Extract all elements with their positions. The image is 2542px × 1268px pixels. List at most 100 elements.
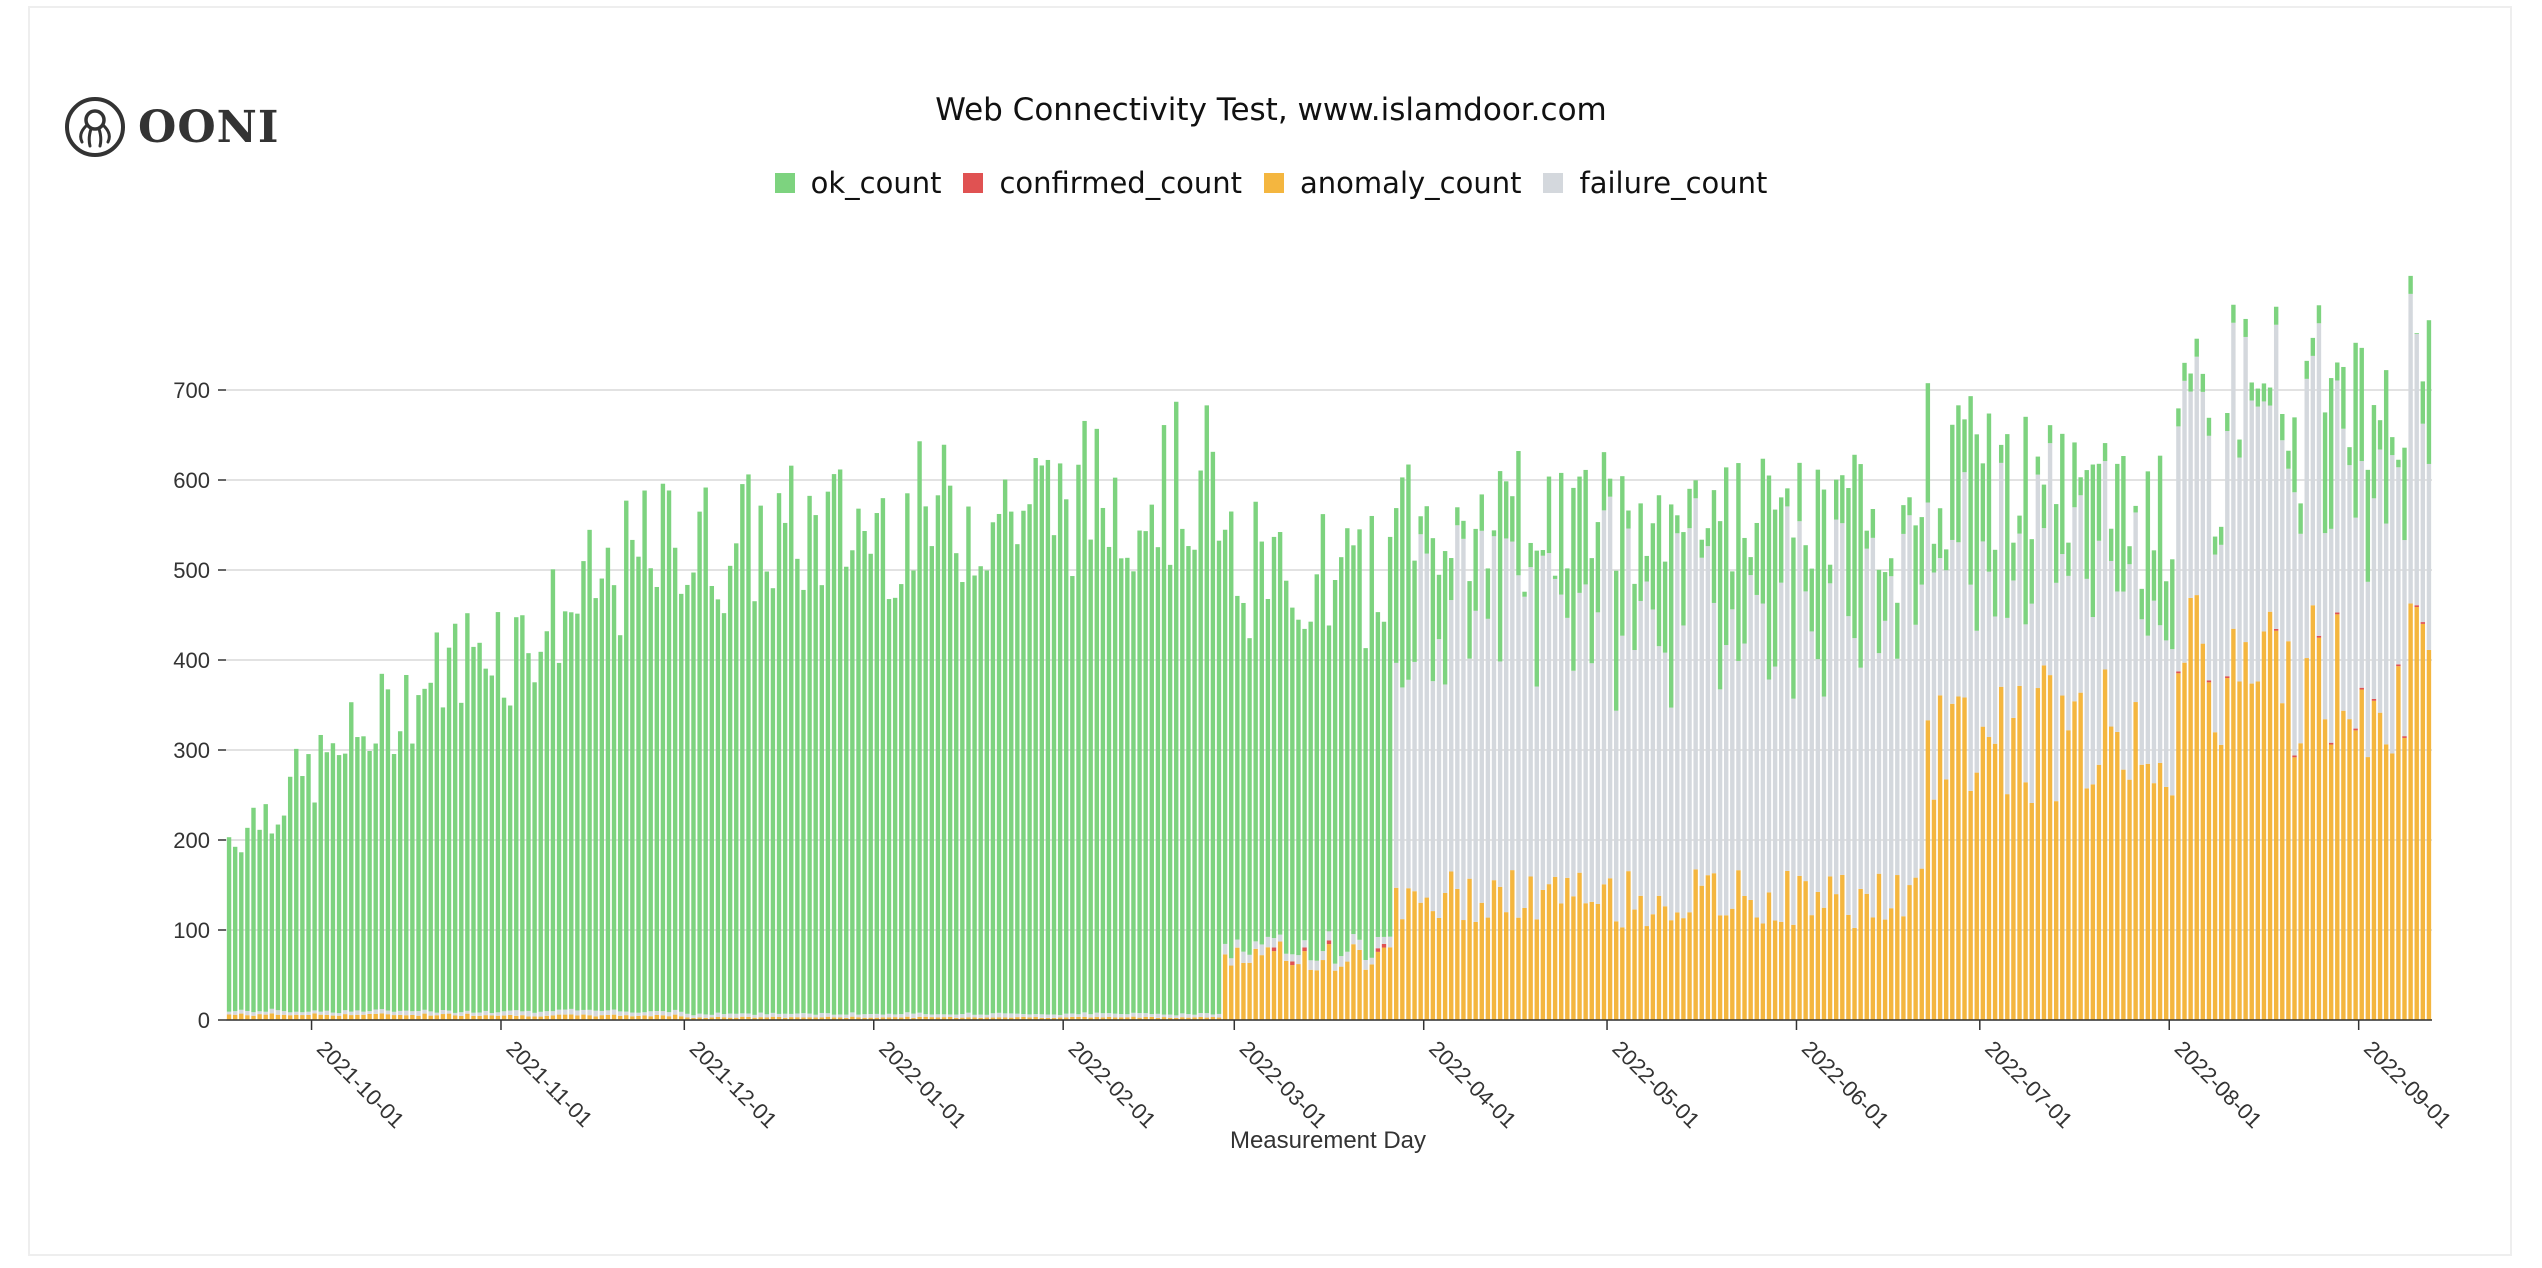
bar-segment-failure[interactable] bbox=[1455, 525, 1460, 889]
bar-segment-anomaly[interactable] bbox=[1907, 885, 1912, 1020]
bar-segment-failure[interactable] bbox=[1785, 506, 1790, 871]
bar-segment-confirmed[interactable] bbox=[2402, 736, 2407, 738]
bar-segment-failure[interactable] bbox=[1510, 541, 1515, 871]
bar-segment-failure[interactable] bbox=[2396, 467, 2401, 665]
bar-segment-failure[interactable] bbox=[1669, 707, 1674, 921]
bar-segment-ok[interactable] bbox=[2426, 320, 2432, 464]
bar-segment-ok[interactable] bbox=[1559, 472, 1564, 595]
bar-segment-anomaly[interactable] bbox=[538, 1016, 543, 1020]
bar-segment-failure[interactable] bbox=[1913, 624, 1918, 878]
bar-segment-anomaly[interactable] bbox=[1082, 1016, 1087, 1020]
bar-segment-confirmed[interactable] bbox=[2225, 676, 2230, 679]
bar-segment-anomaly[interactable] bbox=[2322, 719, 2328, 1020]
bar-segment-anomaly[interactable] bbox=[581, 1014, 586, 1020]
bar-segment-failure[interactable] bbox=[2078, 495, 2083, 693]
bar-segment-anomaly[interactable] bbox=[740, 1016, 745, 1020]
bar-segment-anomaly[interactable] bbox=[1149, 1016, 1154, 1020]
bar-segment-failure[interactable] bbox=[1626, 528, 1631, 872]
bar-segment-anomaly[interactable] bbox=[1552, 876, 1558, 1020]
bar-segment-failure[interactable] bbox=[1497, 661, 1503, 887]
bar-segment-anomaly[interactable] bbox=[1632, 909, 1637, 1020]
bar-segment-anomaly[interactable] bbox=[2231, 628, 2236, 1020]
bar-segment-failure[interactable] bbox=[1766, 679, 1772, 893]
bar-segment-anomaly[interactable] bbox=[825, 1016, 831, 1020]
bar-segment-ok[interactable] bbox=[1149, 504, 1154, 1015]
bar-segment-ok[interactable] bbox=[1491, 530, 1497, 537]
bar-segment-anomaly[interactable] bbox=[1742, 895, 1747, 1020]
bar-segment-failure[interactable] bbox=[917, 1012, 922, 1017]
bar-segment-anomaly[interactable] bbox=[1302, 951, 1307, 1020]
bar-segment-anomaly[interactable] bbox=[349, 1015, 354, 1020]
bar-segment-ok[interactable] bbox=[1418, 516, 1423, 535]
bar-segment-anomaly[interactable] bbox=[1455, 888, 1460, 1020]
bar-segment-ok[interactable] bbox=[1968, 396, 1973, 585]
bar-segment-ok[interactable] bbox=[2322, 412, 2328, 534]
bar-segment-ok[interactable] bbox=[1119, 558, 1124, 1015]
bar-segment-ok[interactable] bbox=[868, 553, 873, 1014]
bar-segment-anomaly[interactable] bbox=[281, 1014, 287, 1020]
bar-segment-failure[interactable] bbox=[1247, 954, 1252, 963]
bar-segment-anomaly[interactable] bbox=[1809, 915, 1814, 1020]
bar-segment-ok[interactable] bbox=[251, 807, 256, 1013]
bar-segment-failure[interactable] bbox=[599, 1010, 605, 1016]
bar-segment-ok[interactable] bbox=[587, 529, 592, 1010]
bar-segment-ok[interactable] bbox=[300, 776, 305, 1013]
bar-segment-failure[interactable] bbox=[1461, 538, 1466, 921]
bar-segment-failure[interactable] bbox=[2225, 431, 2230, 677]
bar-segment-failure[interactable] bbox=[1870, 537, 1876, 918]
bar-segment-ok[interactable] bbox=[1131, 571, 1136, 1013]
bar-segment-failure[interactable] bbox=[1803, 591, 1808, 882]
bar-segment-anomaly[interactable] bbox=[905, 1016, 910, 1020]
bar-segment-ok[interactable] bbox=[1803, 545, 1808, 592]
bar-segment-failure[interactable] bbox=[404, 1010, 409, 1016]
bar-segment-failure[interactable] bbox=[1986, 571, 1992, 738]
bar-segment-failure[interactable] bbox=[2383, 523, 2389, 745]
bar-segment-failure[interactable] bbox=[373, 1009, 378, 1014]
bar-segment-failure[interactable] bbox=[874, 1013, 879, 1018]
bar-segment-failure[interactable] bbox=[269, 1008, 275, 1014]
bar-segment-anomaly[interactable] bbox=[355, 1014, 360, 1020]
bar-segment-anomaly[interactable] bbox=[2200, 643, 2206, 1020]
bar-segment-failure[interactable] bbox=[636, 1012, 641, 1016]
bar-segment-failure[interactable] bbox=[892, 1014, 898, 1018]
bar-segment-ok[interactable] bbox=[801, 589, 806, 1014]
bar-segment-failure[interactable] bbox=[2243, 336, 2248, 643]
bar-segment-ok[interactable] bbox=[617, 635, 623, 1012]
bar-segment-ok[interactable] bbox=[2084, 470, 2089, 579]
bar-segment-ok[interactable] bbox=[2060, 433, 2065, 555]
bar-segment-failure[interactable] bbox=[654, 1010, 660, 1015]
bar-segment-failure[interactable] bbox=[2218, 544, 2224, 745]
bar-segment-anomaly[interactable] bbox=[1449, 871, 1454, 1020]
bar-segment-failure[interactable] bbox=[1650, 609, 1656, 915]
bar-segment-failure[interactable] bbox=[1754, 594, 1759, 918]
bar-segment-anomaly[interactable] bbox=[434, 1015, 440, 1020]
bar-segment-failure[interactable] bbox=[1467, 658, 1472, 879]
bar-segment-anomaly[interactable] bbox=[1418, 902, 1423, 1020]
bar-segment-ok[interactable] bbox=[1479, 494, 1484, 531]
bar-segment-anomaly[interactable] bbox=[1015, 1017, 1020, 1020]
bar-segment-ok[interactable] bbox=[1198, 470, 1203, 1013]
bar-segment-ok[interactable] bbox=[1381, 621, 1387, 937]
bar-segment-failure[interactable] bbox=[1070, 1013, 1075, 1017]
bar-segment-anomaly[interactable] bbox=[1253, 948, 1258, 1020]
bar-segment-ok[interactable] bbox=[471, 646, 476, 1013]
bar-segment-failure[interactable] bbox=[2005, 617, 2010, 795]
bar-segment-anomaly[interactable] bbox=[1467, 878, 1472, 1020]
bar-segment-anomaly[interactable] bbox=[1534, 919, 1539, 1020]
bar-segment-anomaly[interactable] bbox=[2292, 757, 2297, 1020]
bar-segment-anomaly[interactable] bbox=[1247, 962, 1252, 1020]
bar-segment-ok[interactable] bbox=[1699, 539, 1704, 558]
bar-segment-anomaly[interactable] bbox=[569, 1014, 574, 1020]
bar-segment-anomaly[interactable] bbox=[483, 1015, 488, 1020]
bar-segment-failure[interactable] bbox=[770, 1012, 776, 1017]
bar-segment-ok[interactable] bbox=[1943, 549, 1949, 571]
bar-segment-anomaly[interactable] bbox=[636, 1015, 641, 1020]
bar-segment-failure[interactable] bbox=[2017, 533, 2022, 686]
bar-segment-ok[interactable] bbox=[1235, 595, 1240, 940]
bar-segment-ok[interactable] bbox=[355, 737, 360, 1011]
bar-segment-confirmed[interactable] bbox=[1326, 940, 1332, 945]
bar-segment-ok[interactable] bbox=[1601, 452, 1607, 511]
bar-segment-ok[interactable] bbox=[257, 829, 262, 1012]
bar-segment-ok[interactable] bbox=[2286, 450, 2291, 469]
bar-segment-ok[interactable] bbox=[892, 597, 898, 1015]
